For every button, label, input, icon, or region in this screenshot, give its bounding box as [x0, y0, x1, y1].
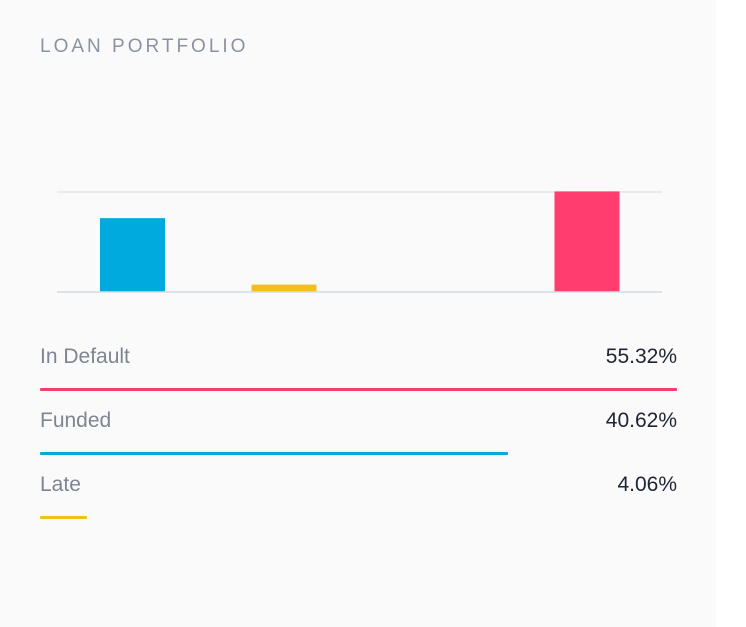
legend-row-late: Late 4.06%: [40, 473, 677, 523]
legend-value: 4.06%: [617, 473, 677, 496]
legend-value: 55.32%: [605, 345, 677, 368]
legend-label: In Default: [40, 345, 130, 368]
legend-value: 40.62%: [605, 409, 677, 432]
legend-progress-bar: [40, 452, 508, 455]
loan-portfolio-chart: [57, 191, 662, 293]
legend-progress-bar: [40, 388, 677, 391]
chart-bar-late: [251, 284, 317, 292]
legend-progress-bar: [40, 516, 87, 519]
card-title: LOAN PORTFOLIO: [40, 36, 249, 57]
legend-label: Late: [40, 473, 81, 496]
loan-portfolio-card: LOAN PORTFOLIO In Default 55.32% Funded 40.…: [40, 36, 677, 523]
chart-bar-funded: [100, 218, 165, 292]
chart-bar-in-default: [554, 191, 620, 292]
legend-row-in-default: In Default 55.32%: [40, 345, 677, 395]
legend-label: Funded: [40, 409, 112, 432]
legend-row-funded: Funded 40.62%: [40, 409, 677, 459]
